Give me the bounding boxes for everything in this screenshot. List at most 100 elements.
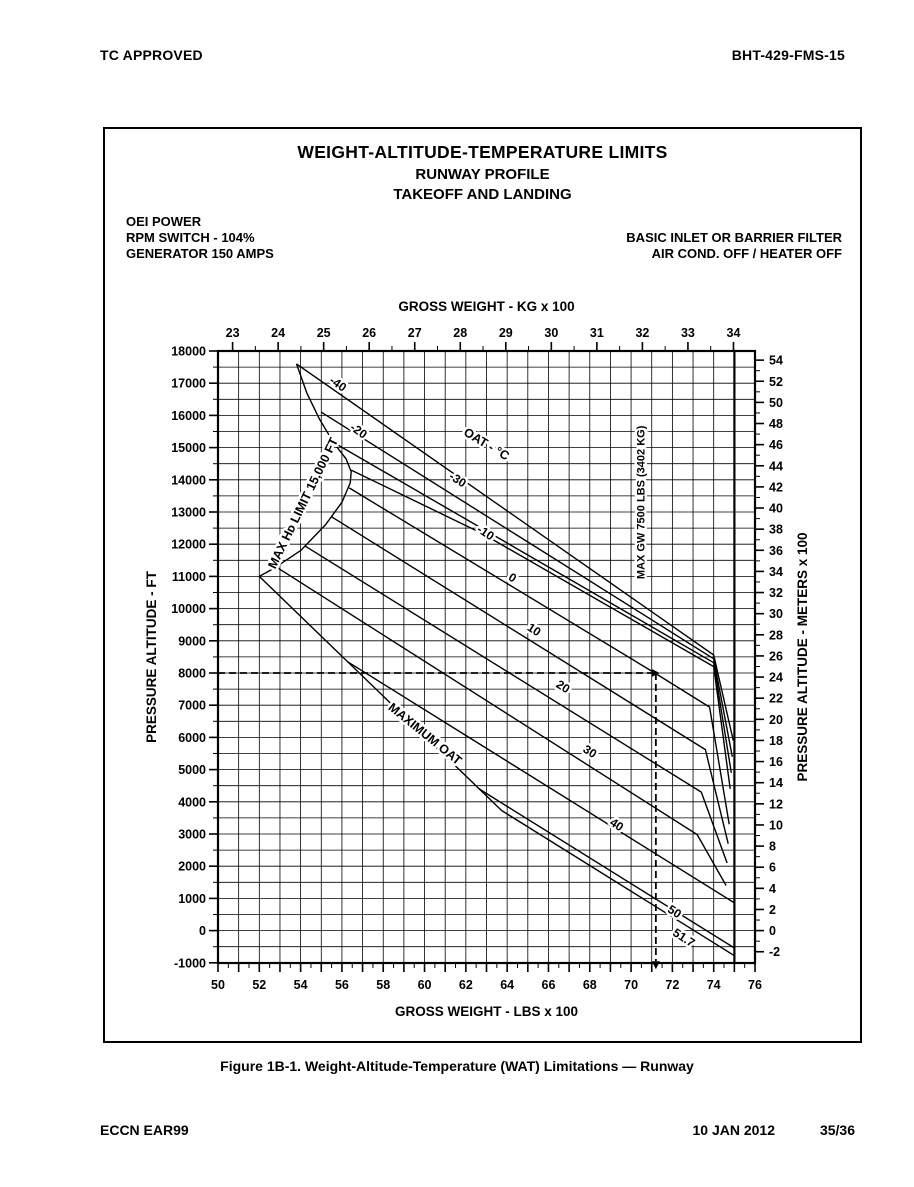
- svg-text:50: 50: [211, 978, 225, 992]
- line-oat-0: [348, 487, 730, 825]
- svg-text:58: 58: [376, 978, 390, 992]
- svg-text:27: 27: [408, 326, 422, 340]
- svg-text:48: 48: [769, 417, 783, 431]
- svg-text:PRESSURE ALTITUDE - METERS x: PRESSURE ALTITUDE - METERS x 100: [795, 532, 810, 781]
- svg-text:3000: 3000: [178, 828, 206, 842]
- svg-text:50: 50: [769, 396, 783, 410]
- export-control-note: ECCN EAR99: [100, 1122, 189, 1138]
- figure-caption: Figure 1B-1. Weight-Altitude-Temperature…: [220, 1058, 694, 1074]
- svg-text:40: 40: [769, 502, 783, 516]
- condition-generator: GENERATOR 150 AMPS: [126, 246, 274, 261]
- svg-text:52: 52: [769, 375, 783, 389]
- svg-text:28: 28: [769, 628, 783, 642]
- line-oat-40: [347, 661, 735, 904]
- svg-text:11000: 11000: [172, 570, 206, 584]
- svg-text:15000: 15000: [171, 441, 206, 455]
- svg-text:62: 62: [459, 978, 473, 992]
- svg-text:PRESSURE ALTITUDE - FT: PRESSURE ALTITUDE - FT: [144, 570, 159, 743]
- svg-text:31: 31: [590, 326, 604, 340]
- svg-text:10: 10: [769, 818, 783, 832]
- svg-text:32: 32: [769, 586, 783, 600]
- svg-text:22: 22: [769, 692, 783, 706]
- svg-text:25: 25: [317, 326, 331, 340]
- svg-text:26: 26: [362, 326, 376, 340]
- svg-text:64: 64: [500, 978, 514, 992]
- svg-text:76: 76: [748, 978, 762, 992]
- svg-text:7000: 7000: [178, 699, 206, 713]
- svg-text:26: 26: [769, 649, 783, 663]
- svg-text:GROSS WEIGHT - LBS x 100: GROSS WEIGHT - LBS x 100: [395, 1004, 578, 1019]
- svg-text:30: 30: [580, 742, 599, 761]
- svg-text:60: 60: [418, 978, 432, 992]
- svg-text:44: 44: [769, 459, 783, 473]
- condition-inlet: BASIC INLET OR BARRIER FILTER: [626, 230, 842, 245]
- svg-text:34: 34: [769, 565, 783, 579]
- left-axis: -1000 0 1000 2000 3000 4000 5000 6000 7000 8000 90…: [144, 345, 218, 970]
- svg-text:42: 42: [769, 480, 783, 494]
- svg-text:17000: 17000: [171, 377, 206, 391]
- line-oat-10: [331, 516, 729, 844]
- condition-power: OEI POWER: [126, 214, 202, 229]
- svg-text:32: 32: [635, 326, 649, 340]
- svg-text:20: 20: [554, 677, 573, 696]
- svg-text:68: 68: [583, 978, 597, 992]
- example-guides: [218, 669, 660, 970]
- svg-text:33: 33: [681, 326, 695, 340]
- svg-text:30: 30: [769, 607, 783, 621]
- svg-text:66: 66: [542, 978, 556, 992]
- limit-lines: [258, 351, 736, 963]
- svg-text:72: 72: [665, 978, 679, 992]
- svg-text:74: 74: [707, 978, 721, 992]
- svg-text:38: 38: [769, 523, 783, 537]
- svg-text:2: 2: [769, 903, 776, 917]
- svg-text:30: 30: [544, 326, 558, 340]
- chart-subtitle-phase: TAKEOFF AND LANDING: [393, 186, 572, 203]
- svg-text:1000: 1000: [178, 892, 206, 906]
- svg-text:29: 29: [499, 326, 513, 340]
- svg-text:16: 16: [769, 755, 783, 769]
- svg-text:14: 14: [769, 776, 783, 790]
- svg-text:56: 56: [335, 978, 349, 992]
- svg-text:13000: 13000: [171, 506, 206, 520]
- line-max-hd-boundary: [258, 363, 352, 578]
- svg-text:18000: 18000: [171, 345, 206, 359]
- svg-text:18: 18: [769, 734, 783, 748]
- svg-text:9000: 9000: [178, 634, 206, 648]
- line-labels: -40-20 OAT - °C-30-100102030405051.7MAXIM…: [263, 371, 700, 953]
- svg-text:0: 0: [199, 924, 206, 938]
- top-axis: 23 24 25 26 27 28 29 30 31 32 33 34 GROSS WEIGHT - K…: [226, 299, 740, 351]
- svg-text:6000: 6000: [178, 731, 206, 745]
- line-oat--30: [320, 411, 733, 757]
- svg-text:8000: 8000: [178, 667, 206, 681]
- svg-text:GROSS WEIGHT - KG x 100: GROSS WEIGHT - KG x 100: [398, 299, 574, 314]
- line-oat-20: [304, 545, 728, 864]
- line-oat--20: [336, 443, 732, 773]
- chart-title: WEIGHT-ALTITUDE-TEMPERATURE LIMITS: [297, 142, 668, 162]
- conditions-left: OEI POWER RPM SWITCH - 104% GENERATOR 15…: [126, 214, 274, 262]
- svg-text:2000: 2000: [178, 860, 206, 874]
- condition-aircond: AIR COND. OFF / HEATER OFF: [651, 246, 842, 261]
- svg-text:-2: -2: [769, 945, 780, 959]
- svg-text:12000: 12000: [171, 538, 206, 552]
- approval-stamp: TC APPROVED: [100, 47, 203, 63]
- line-oat--10: [350, 469, 731, 789]
- page-number: 35/36: [819, 1122, 855, 1138]
- svg-text:MAX GW 7500 LBS (3402 KG): MAX GW 7500 LBS (3402 KG): [636, 425, 648, 579]
- svg-text:46: 46: [769, 438, 783, 452]
- line-maximum-oat-line: [258, 575, 503, 812]
- svg-text:52: 52: [252, 978, 266, 992]
- svg-text:6: 6: [769, 861, 776, 875]
- svg-text:28: 28: [453, 326, 467, 340]
- bottom-axis: 50 52 54 56 58 60 62 64 66 68 70 72 74 76 GROSS WEIGHT…: [211, 963, 762, 1019]
- condition-rpm: RPM SWITCH - 104%: [126, 230, 255, 245]
- svg-text:24: 24: [769, 671, 783, 685]
- svg-text:0: 0: [769, 924, 776, 938]
- svg-text:16000: 16000: [171, 409, 206, 423]
- svg-text:12: 12: [769, 797, 783, 811]
- panel-title-block: WEIGHT-ALTITUDE-TEMPERATURE LIMITS RUNWA…: [105, 142, 860, 203]
- svg-text:10000: 10000: [171, 602, 206, 616]
- svg-text:20: 20: [769, 713, 783, 727]
- svg-text:14000: 14000: [171, 473, 206, 487]
- right-axis: -202468101214161820222426283032343638404…: [755, 354, 810, 959]
